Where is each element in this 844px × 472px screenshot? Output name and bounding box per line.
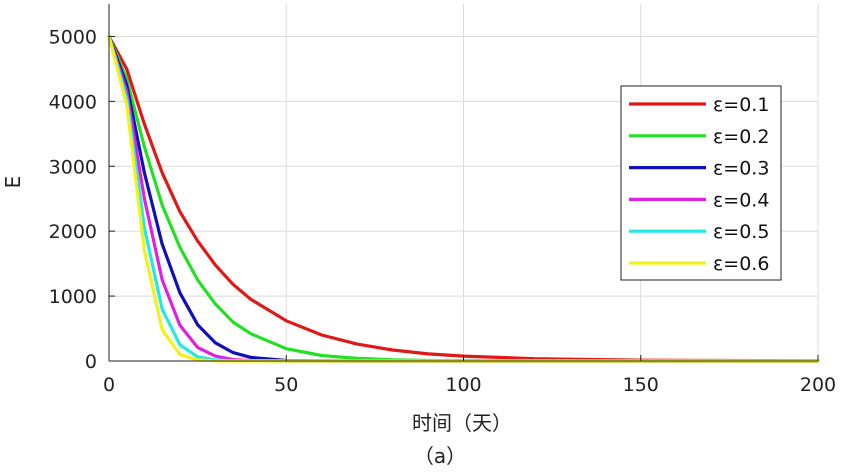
y-tick-label: 4000 bbox=[49, 91, 97, 113]
legend-label: ε=0.2 bbox=[713, 126, 769, 148]
x-axis-label: 时间（天） bbox=[412, 411, 512, 435]
x-tick-label: 50 bbox=[274, 374, 298, 396]
legend: ε=0.1 ε=0.2 ε=0.3 ε=0.4 ε=0.5 ε=0.6 bbox=[620, 85, 782, 281]
x-tick-label: 150 bbox=[623, 374, 659, 396]
legend-label: ε=0.6 bbox=[713, 253, 769, 275]
series-line-1 bbox=[107, 34, 820, 363]
x-ticks: 0 50 100 150 200 bbox=[103, 355, 836, 396]
y-tick-label: 1000 bbox=[49, 286, 97, 308]
y-ticks: 0 1000 2000 3000 4000 5000 bbox=[49, 26, 115, 373]
y-axis-label: E bbox=[1, 176, 25, 189]
y-tick-label: 3000 bbox=[49, 156, 97, 178]
y-tick-label: 0 bbox=[85, 351, 97, 373]
legend-label: ε=0.5 bbox=[713, 221, 769, 243]
legend-box bbox=[620, 85, 782, 281]
x-tick-label: 200 bbox=[800, 374, 836, 396]
x-tick-label: 0 bbox=[103, 374, 115, 396]
y-tick-label: 2000 bbox=[49, 221, 97, 243]
legend-label: ε=0.1 bbox=[713, 94, 769, 116]
legend-label: ε=0.4 bbox=[713, 189, 769, 211]
legend-label: ε=0.3 bbox=[713, 158, 769, 180]
figure-caption: （a） bbox=[414, 444, 466, 468]
y-tick-label: 5000 bbox=[49, 26, 97, 48]
grid bbox=[109, 4, 819, 361]
x-tick-label: 100 bbox=[445, 374, 481, 396]
